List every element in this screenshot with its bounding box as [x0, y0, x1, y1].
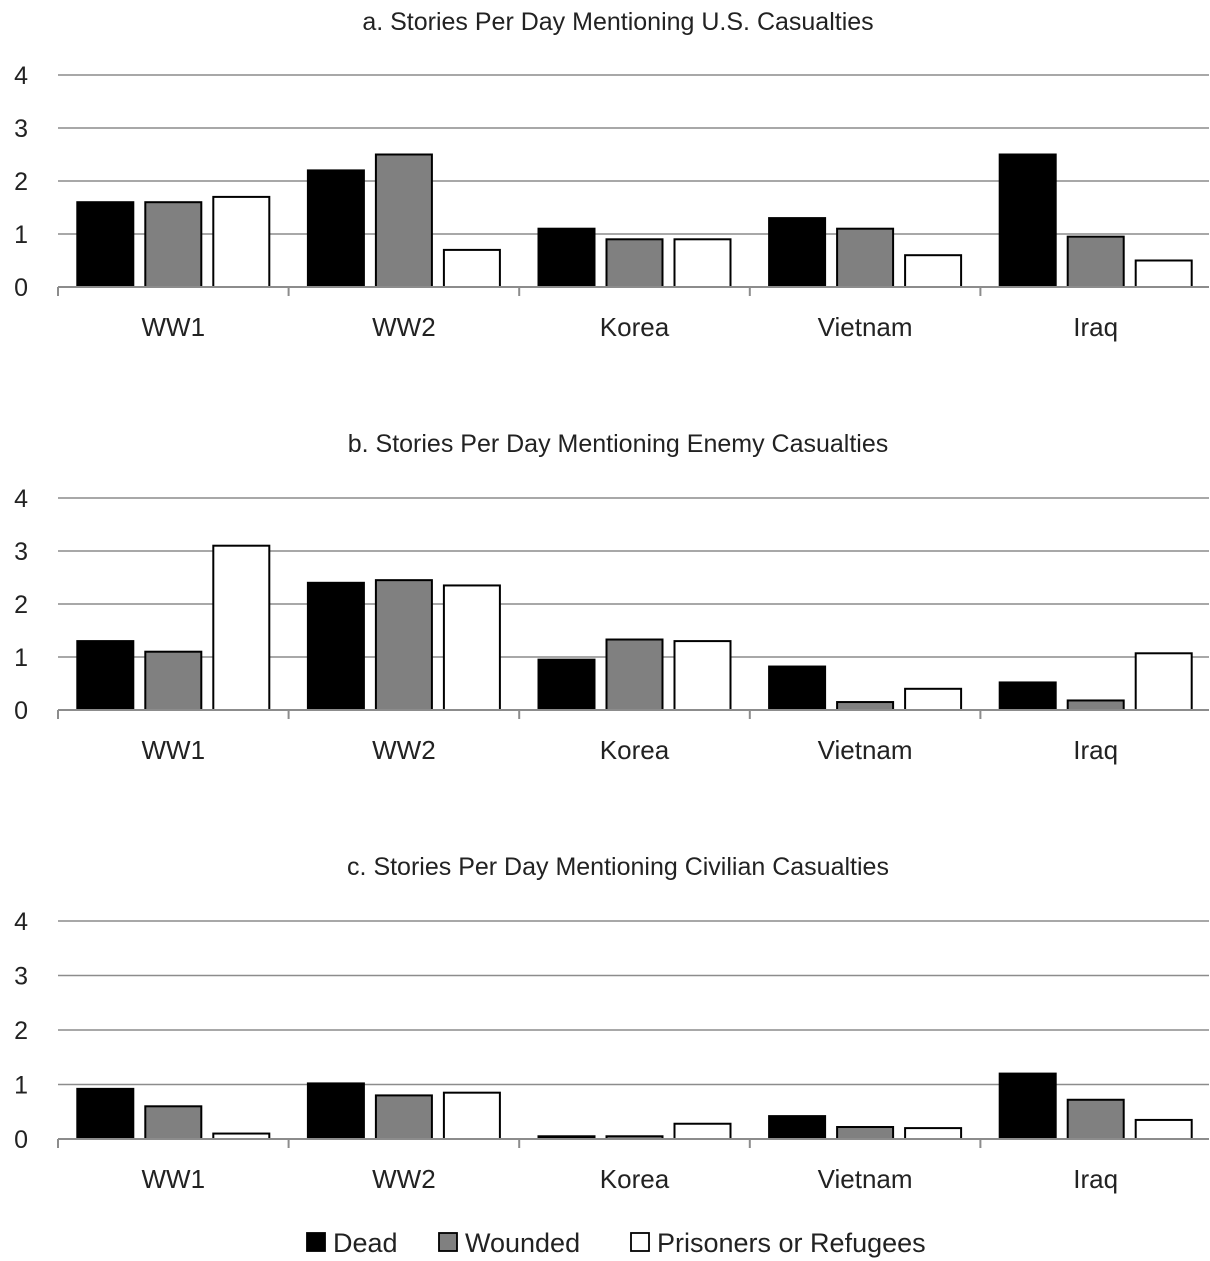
bar-wounded-iraq — [1066, 235, 1125, 288]
bar-dead-vietnam — [768, 1115, 827, 1140]
x-tick-label: Vietnam — [818, 312, 913, 342]
y-tick-label: 4 — [14, 62, 28, 90]
bar-wounded-ww1 — [144, 1105, 203, 1141]
y-tick-label: 2 — [14, 591, 28, 619]
y-tick-label: 0 — [14, 697, 28, 725]
legend-label-dead: Dead — [333, 1228, 398, 1258]
bar-prisoners-ww1 — [212, 544, 271, 712]
chart-panel-3: c. Stories Per Day Mentioning Civilian C… — [14, 853, 1209, 1194]
x-tick-label: Korea — [600, 1164, 670, 1194]
y-tick-label: 2 — [14, 1017, 28, 1045]
y-tick-label: 1 — [14, 1072, 28, 1100]
x-tick-label: Korea — [600, 312, 670, 342]
y-tick-label: 3 — [14, 115, 28, 143]
bar-wounded-ww1 — [144, 650, 203, 712]
bar-wounded-korea — [605, 638, 664, 712]
chart-title: b. Stories Per Day Mentioning Enemy Casu… — [348, 430, 889, 458]
x-tick-label: Iraq — [1073, 735, 1118, 765]
chart-panel-1: a. Stories Per Day Mentioning U.S. Casua… — [14, 8, 1209, 342]
bar-wounded-vietnam — [836, 227, 895, 288]
legend-label-wounded: Wounded — [465, 1228, 580, 1258]
x-tick-label: WW2 — [372, 312, 436, 342]
chart-panel-2: b. Stories Per Day Mentioning Enemy Casu… — [14, 430, 1209, 765]
bar-prisoners-vietnam — [904, 687, 963, 711]
bar-prisoners-ww1 — [212, 195, 271, 288]
bar-dead-iraq — [998, 1072, 1057, 1140]
bar-prisoners-ww2 — [442, 248, 501, 288]
bar-prisoners-iraq — [1134, 259, 1193, 288]
legend-swatch-dead — [306, 1232, 326, 1252]
x-tick-label: Iraq — [1073, 1164, 1118, 1194]
bar-prisoners-iraq — [1134, 652, 1193, 711]
x-tick-label: WW1 — [142, 1164, 206, 1194]
bar-dead-ww2 — [306, 169, 365, 288]
y-tick-label: 2 — [14, 168, 28, 196]
bar-dead-vietnam — [768, 217, 827, 289]
bar-dead-korea — [537, 658, 596, 712]
legend-swatch-prisoners — [630, 1232, 650, 1252]
legend: Dead Wounded Prisoners or Refugees — [306, 1228, 926, 1258]
y-tick-label: 3 — [14, 538, 28, 566]
bar-prisoners-vietnam — [904, 1127, 963, 1140]
y-tick-label: 0 — [14, 1126, 28, 1154]
bar-wounded-iraq — [1066, 1098, 1125, 1141]
bar-dead-vietnam — [768, 665, 827, 711]
legend-swatch-wounded — [438, 1232, 458, 1252]
bar-wounded-iraq — [1066, 699, 1125, 712]
chart-title: c. Stories Per Day Mentioning Civilian C… — [347, 853, 889, 881]
bar-dead-iraq — [998, 681, 1057, 712]
bar-prisoners-korea — [673, 1122, 732, 1140]
x-tick-label: Korea — [600, 735, 670, 765]
bar-dead-ww1 — [76, 201, 135, 288]
bar-wounded-ww2 — [374, 153, 433, 288]
bar-dead-ww1 — [76, 640, 135, 711]
bar-prisoners-iraq — [1134, 1118, 1193, 1141]
bar-prisoners-ww2 — [442, 1091, 501, 1141]
x-tick-label: Iraq — [1073, 312, 1118, 342]
bar-prisoners-ww2 — [442, 584, 501, 712]
bar-wounded-korea — [605, 238, 664, 289]
bar-prisoners-korea — [673, 640, 732, 711]
bar-dead-ww1 — [76, 1087, 135, 1140]
bar-wounded-vietnam — [836, 1126, 895, 1141]
x-tick-label: Vietnam — [818, 1164, 913, 1194]
bar-dead-iraq — [998, 153, 1057, 288]
bar-dead-korea — [537, 227, 596, 288]
bar-dead-ww2 — [306, 581, 365, 711]
bar-wounded-vietnam — [836, 701, 895, 711]
bar-prisoners-vietnam — [904, 254, 963, 288]
bar-wounded-ww1 — [144, 201, 203, 288]
x-tick-label: WW2 — [372, 735, 436, 765]
x-tick-label: WW2 — [372, 1164, 436, 1194]
y-tick-label: 3 — [14, 963, 28, 991]
bar-prisoners-korea — [673, 238, 732, 289]
bar-dead-ww2 — [306, 1082, 365, 1141]
y-tick-label: 0 — [14, 274, 28, 302]
x-tick-label: Vietnam — [818, 735, 913, 765]
legend-label-prisoners: Prisoners or Refugees — [657, 1228, 926, 1258]
bar-wounded-ww2 — [374, 1094, 433, 1141]
y-tick-label: 1 — [14, 644, 28, 672]
x-tick-label: WW1 — [142, 735, 206, 765]
y-tick-label: 4 — [14, 485, 28, 513]
chart-title: a. Stories Per Day Mentioning U.S. Casua… — [362, 8, 873, 36]
x-tick-label: WW1 — [142, 312, 206, 342]
y-tick-label: 4 — [14, 908, 28, 936]
bar-wounded-ww2 — [374, 579, 433, 712]
y-tick-label: 1 — [14, 221, 28, 249]
